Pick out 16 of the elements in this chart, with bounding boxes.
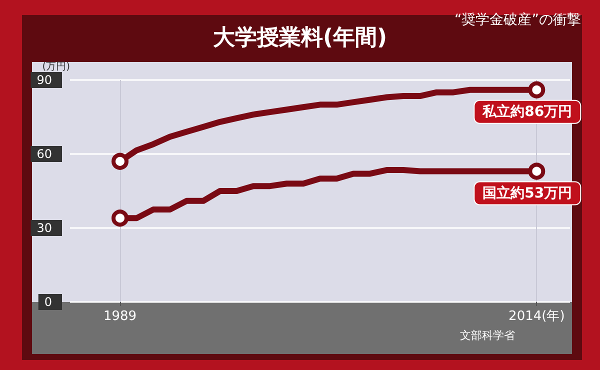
text: “奨学金破産”の衝撃 xyxy=(454,12,582,28)
y-tick-label: 0 xyxy=(44,295,52,309)
y-tick-label: 30 xyxy=(36,221,52,235)
point xyxy=(528,81,546,98)
y-tick-label: 90 xyxy=(36,73,52,87)
y-axis-title: (万円) xyxy=(42,62,70,72)
point xyxy=(112,210,128,227)
x-tick-label: 1989 xyxy=(103,309,137,324)
x-tick-label: 2014(年) xyxy=(508,309,565,324)
text: 文部科学省 xyxy=(460,329,515,342)
point xyxy=(112,152,128,170)
series-label: 国立約53万円 xyxy=(482,184,572,202)
series-label: 私立約86万円 xyxy=(482,102,572,120)
y-tick-label: 60 xyxy=(36,147,52,161)
chart-title: 大学授業料(年間) xyxy=(212,26,388,50)
point xyxy=(528,162,546,180)
